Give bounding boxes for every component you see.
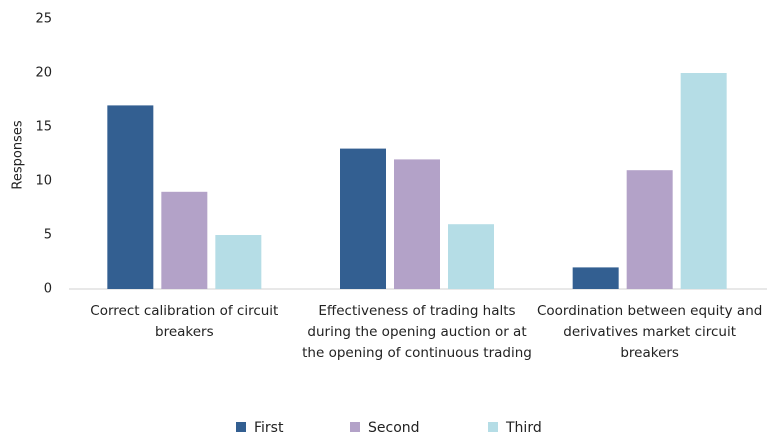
- legend-label: Third: [505, 420, 542, 435]
- bar: [340, 148, 386, 289]
- bar: [626, 170, 673, 289]
- bar: [394, 159, 440, 289]
- y-tick-label: 20: [35, 66, 52, 81]
- bar: [680, 73, 727, 289]
- bar: [572, 267, 619, 289]
- x-tick-label: Correct calibration of circuit breakers: [90, 303, 279, 340]
- x-tick-label: Effectiveness of trading halts during th…: [302, 303, 532, 361]
- bar: [448, 224, 494, 289]
- x-tick-label: Coordination between equity and derivati…: [536, 303, 763, 361]
- bar: [215, 235, 262, 289]
- bar: [161, 191, 208, 289]
- y-axis-label: Responses: [11, 120, 26, 189]
- legend-label: First: [254, 420, 284, 435]
- legend-swatch: [488, 422, 498, 432]
- legend-swatch: [350, 422, 360, 432]
- y-tick-label: 25: [35, 12, 52, 27]
- y-tick-label: 10: [35, 174, 52, 189]
- y-tick-label: 15: [35, 120, 52, 135]
- bar: [107, 105, 154, 290]
- legend-label: Second: [368, 420, 420, 435]
- y-tick-label: 5: [44, 228, 52, 243]
- legend-swatch: [236, 422, 246, 432]
- y-tick-label: 0: [44, 282, 52, 297]
